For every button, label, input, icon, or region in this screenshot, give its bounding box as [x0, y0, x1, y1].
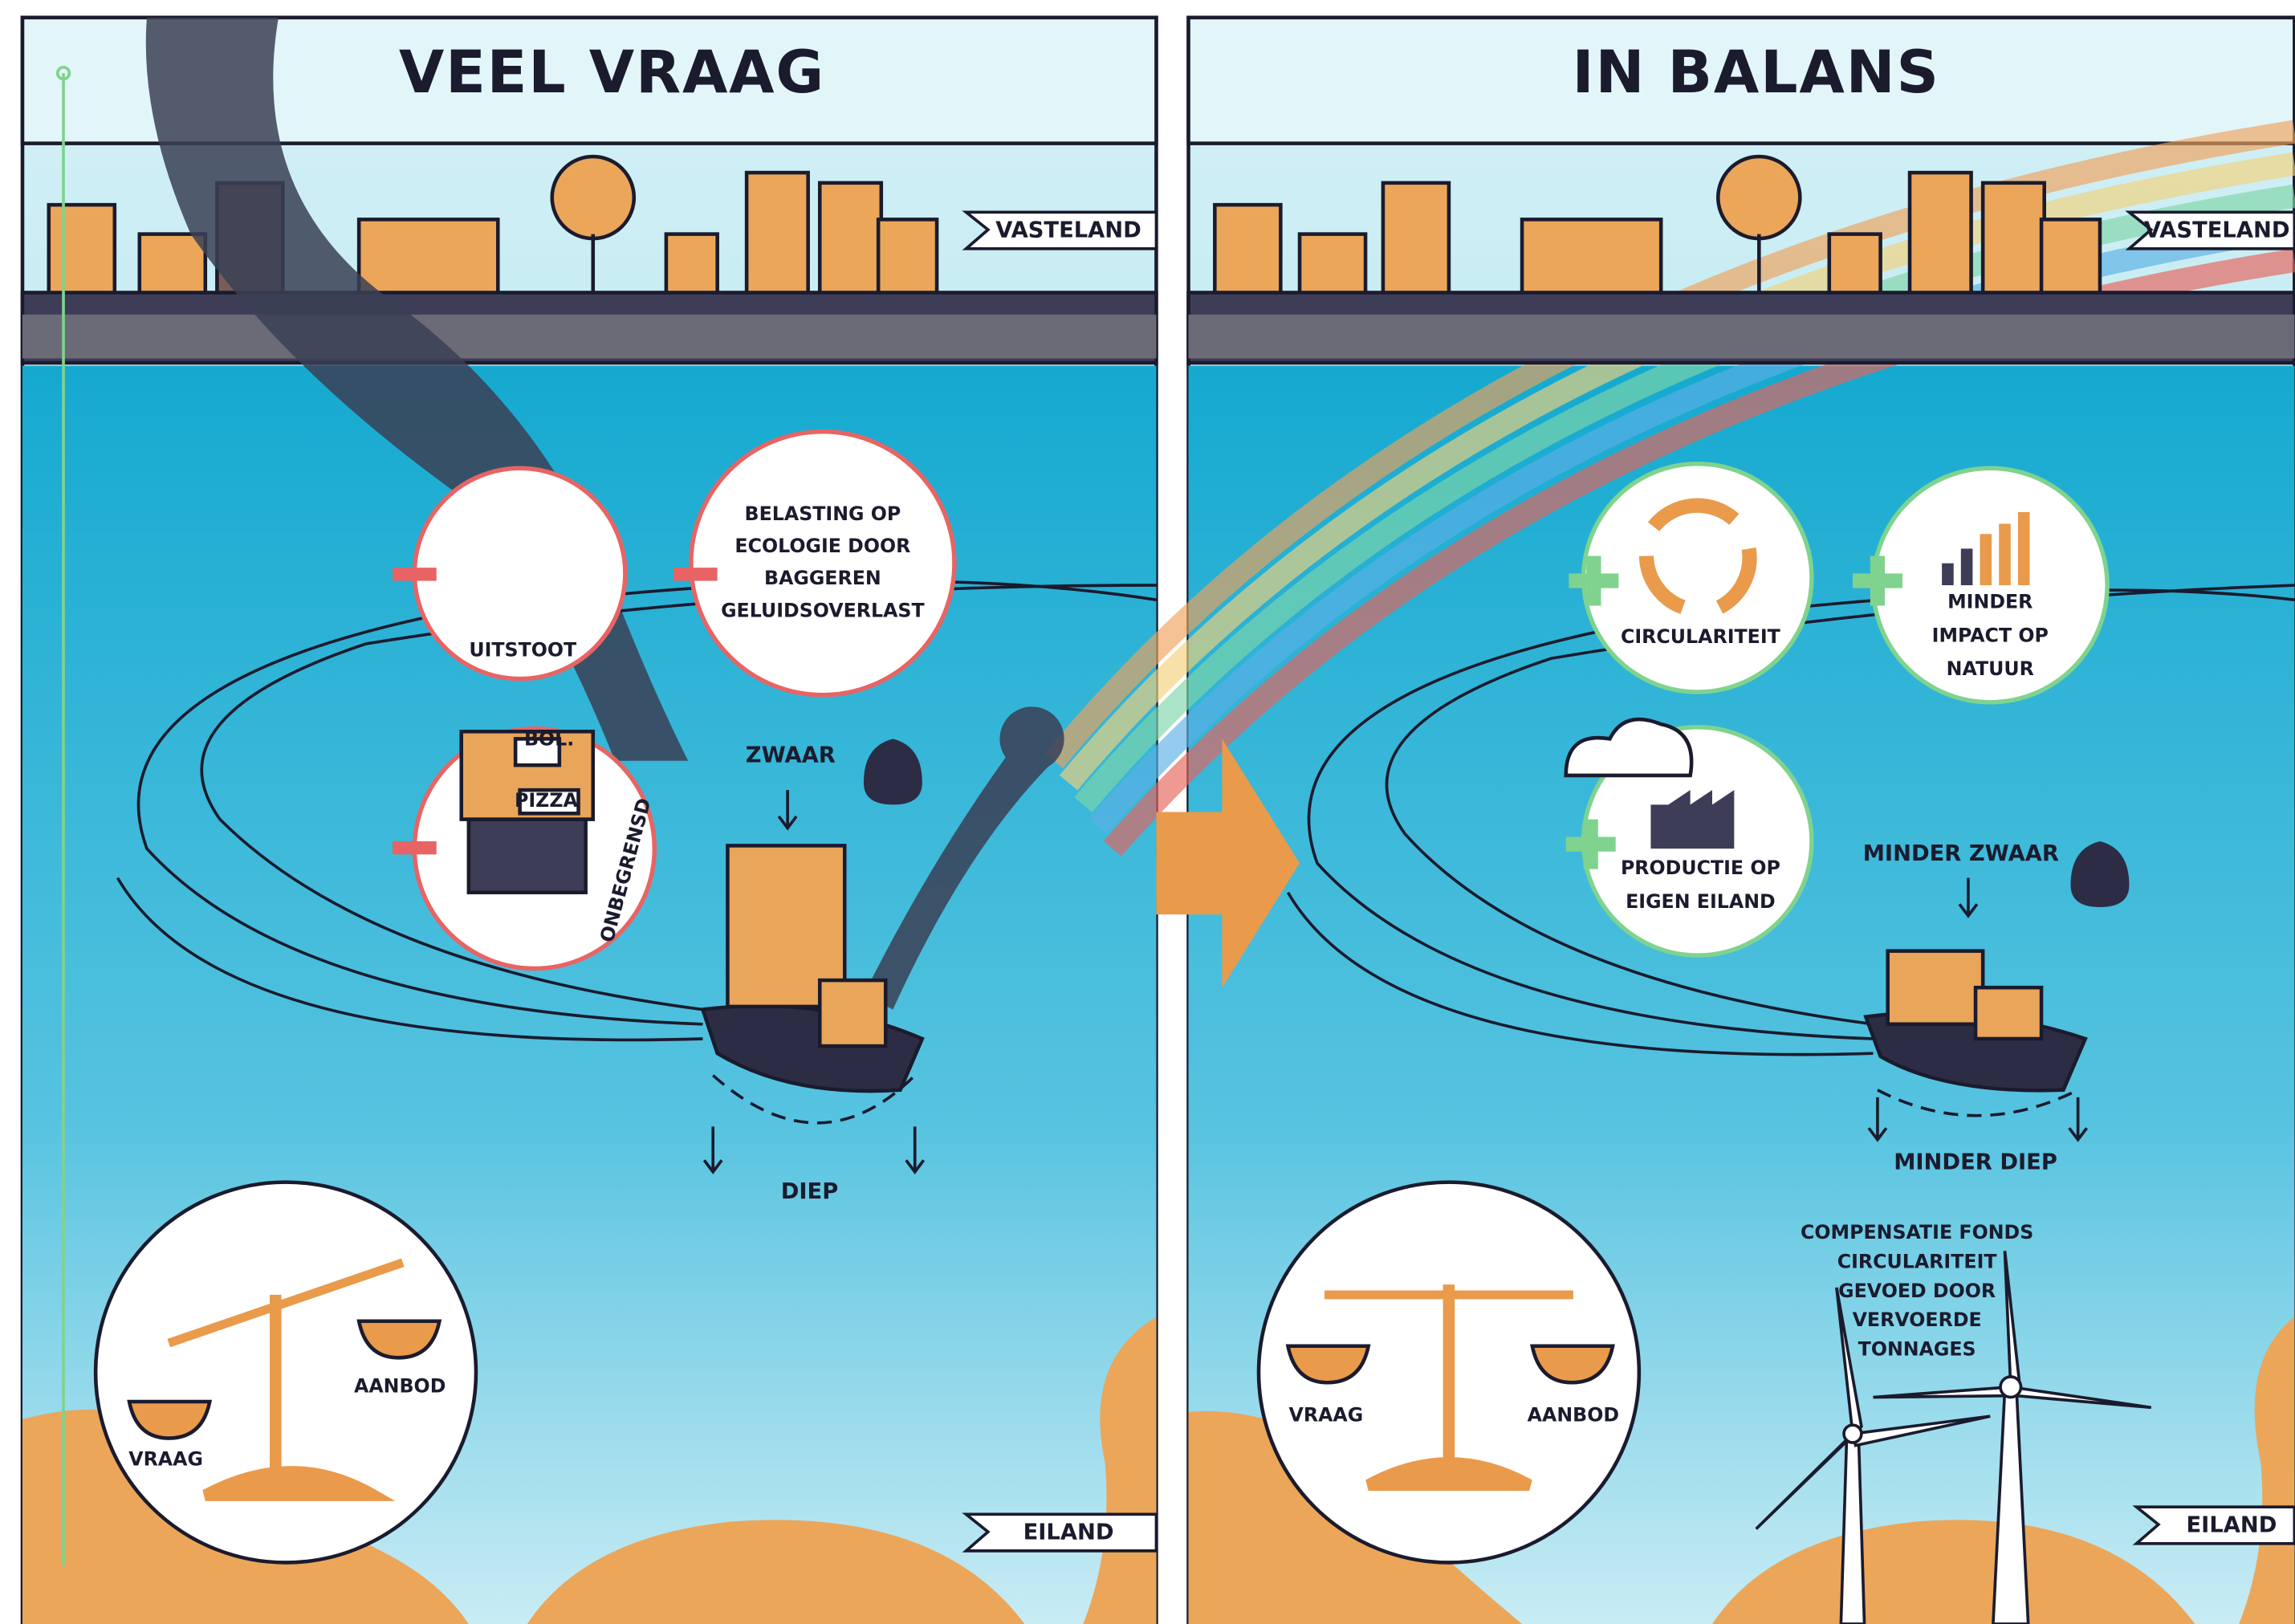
windmills-part	[1841, 1434, 1864, 1624]
skyline-part	[1829, 234, 1881, 296]
note-text: CIRCULARITEIT	[1837, 1250, 1998, 1272]
skyline-part	[1718, 157, 1800, 238]
scale-label: AANBOD	[1528, 1404, 1619, 1427]
callout-text: IMPACT OP	[1932, 624, 2049, 646]
note-text: TONNAGES	[1858, 1338, 1976, 1361]
mainland-label: VASTELAND	[995, 218, 1141, 242]
panel-title: IN BALANS	[1573, 39, 1940, 107]
skyline-part	[359, 219, 498, 295]
ships-part	[820, 980, 885, 1046]
depth-label: MINDER DIEP	[1894, 1150, 2057, 1174]
page: VEEL VRAAG IN BALANS VASTELAND VASTELAND…	[0, 0, 2295, 1624]
icons-part	[1961, 548, 1973, 585]
skyline-part	[1383, 183, 1449, 295]
product-label: BOL.	[524, 728, 574, 751]
skyline-part	[140, 234, 205, 296]
callout-text: PRODUCTIE OP	[1621, 857, 1780, 879]
skyline-part	[49, 205, 115, 295]
skyline-part	[820, 183, 881, 295]
callout-text: UITSTOOT	[469, 639, 577, 661]
quay-part	[1189, 315, 2295, 359]
product-label: PIZZA	[515, 789, 579, 812]
callout-text: EIGEN EILAND	[1626, 890, 1776, 913]
scale-label: VRAAG	[128, 1447, 203, 1470]
signs-part	[393, 568, 437, 580]
weight-label: ZWAAR	[746, 743, 836, 768]
smoke-part	[999, 706, 1064, 771]
windmills-part	[2000, 1377, 2021, 1398]
weight-label: MINDER ZWAAR	[1863, 841, 2059, 866]
skyline-part	[747, 173, 808, 295]
signs-part	[393, 841, 437, 854]
skyline-part	[1910, 173, 1972, 295]
signs-part	[673, 568, 718, 580]
note-text: GEVOED DOOR	[1838, 1280, 1996, 1302]
illustration: VEEL VRAAG IN BALANS VASTELAND VASTELAND…	[0, 0, 2295, 1624]
icons-part	[1980, 534, 1992, 585]
mainland-label: VASTELAND	[2144, 218, 2290, 242]
windmills-part	[1844, 1425, 1862, 1443]
ships-part	[1976, 987, 2041, 1039]
scale-label: VRAAG	[1289, 1404, 1364, 1427]
panel-title: VEEL VRAAG	[399, 39, 825, 107]
quay-part	[22, 315, 1156, 359]
callout-text: BAGGEREN	[764, 567, 881, 589]
island-label: EILAND	[2187, 1512, 2277, 1537]
island-label: EILAND	[1023, 1520, 1114, 1545]
scale-label: AANBOD	[354, 1374, 446, 1397]
skyline-part	[666, 234, 718, 296]
icons-part	[2018, 512, 2030, 585]
note-text: VERVOERDE	[1853, 1309, 1982, 1331]
balance-part	[96, 1182, 476, 1563]
skyline-part	[552, 157, 634, 238]
ships-part	[1888, 951, 1983, 1024]
depth-label: DIEP	[781, 1179, 839, 1204]
callout-text: MINDER	[1947, 590, 2033, 613]
icons-part	[1942, 564, 1954, 585]
icons-part	[1999, 523, 2011, 585]
skyline-part	[878, 219, 937, 295]
skyline-part	[1522, 219, 1661, 295]
skyline-part	[1983, 183, 2045, 295]
callout-circles-part	[691, 432, 954, 695]
callout-text: BELASTING OP	[745, 503, 901, 525]
callout-text: CIRCULARITEIT	[1621, 625, 1781, 648]
callout-text: NATUUR	[1947, 657, 2034, 680]
callout-text: ECOLOGIE DOOR	[734, 535, 910, 557]
icons-part	[469, 820, 586, 893]
note-text: COMPENSATIE FONDS	[1801, 1221, 2033, 1243]
callout-text: GELUIDSOVERLAST	[721, 599, 925, 621]
skyline-part	[1215, 205, 1280, 295]
skyline-part	[2041, 219, 2100, 295]
skyline-part	[1300, 234, 1365, 296]
